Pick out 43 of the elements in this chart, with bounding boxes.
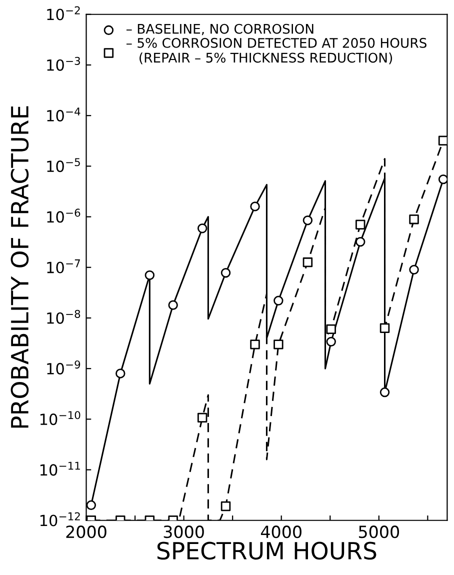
point bbox=[326, 324, 336, 334]
point bbox=[197, 412, 208, 423]
point bbox=[220, 268, 231, 278]
point bbox=[380, 323, 390, 333]
y-tick-label: 10$^{−2}$ bbox=[47, 6, 80, 20]
y-tick-label: 10$^{−11}$ bbox=[40, 462, 80, 476]
y-tick-label: 10$^{−12}$ bbox=[40, 512, 80, 526]
y-tick-label: 10$^{−10}$ bbox=[40, 411, 80, 426]
point bbox=[220, 501, 231, 512]
legend-label: – BASELINE, NO CORROSION bbox=[126, 24, 314, 36]
y-tick-label: 10$^{−7}$ bbox=[47, 259, 80, 274]
point bbox=[356, 236, 366, 247]
point bbox=[380, 387, 390, 398]
y-axis-title: PROBABILITY OF FRACTURE bbox=[10, 106, 29, 428]
point bbox=[409, 214, 419, 224]
x-tick-label: 4000 bbox=[260, 526, 302, 538]
point bbox=[86, 500, 96, 510]
x-tick-label: 5000 bbox=[358, 526, 400, 538]
point bbox=[274, 340, 284, 350]
x-tick-label: 2000 bbox=[66, 526, 106, 538]
y-tick-label: 10$^{−3}$ bbox=[47, 56, 80, 71]
point bbox=[197, 224, 208, 234]
point bbox=[116, 368, 126, 378]
y-tick-label: 10$^{−8}$ bbox=[47, 310, 80, 324]
point bbox=[144, 270, 155, 280]
point bbox=[168, 300, 178, 310]
x-axis-title: SPECTRUM HOURS bbox=[157, 542, 376, 560]
x-tick-label: 3000 bbox=[164, 526, 204, 538]
point bbox=[356, 220, 366, 230]
point bbox=[438, 174, 448, 184]
point bbox=[302, 215, 313, 226]
y-tick-label: 10$^{−5}$ bbox=[47, 158, 80, 172]
point bbox=[302, 257, 313, 268]
point bbox=[438, 136, 448, 146]
point bbox=[326, 336, 336, 347]
y-tick-label: 10$^{−6}$ bbox=[47, 208, 80, 223]
point bbox=[250, 202, 260, 212]
point bbox=[250, 340, 260, 350]
point bbox=[274, 296, 284, 306]
y-tick-label: 10$^{−9}$ bbox=[47, 360, 80, 374]
y-tick-label: 10$^{−4}$ bbox=[47, 108, 80, 122]
point bbox=[409, 264, 419, 275]
legend-label: – 5% CORROSION DETECTED AT 2050 HOURS (REPAIR – 5% THICKNESS REDUCTION) bbox=[126, 38, 426, 64]
